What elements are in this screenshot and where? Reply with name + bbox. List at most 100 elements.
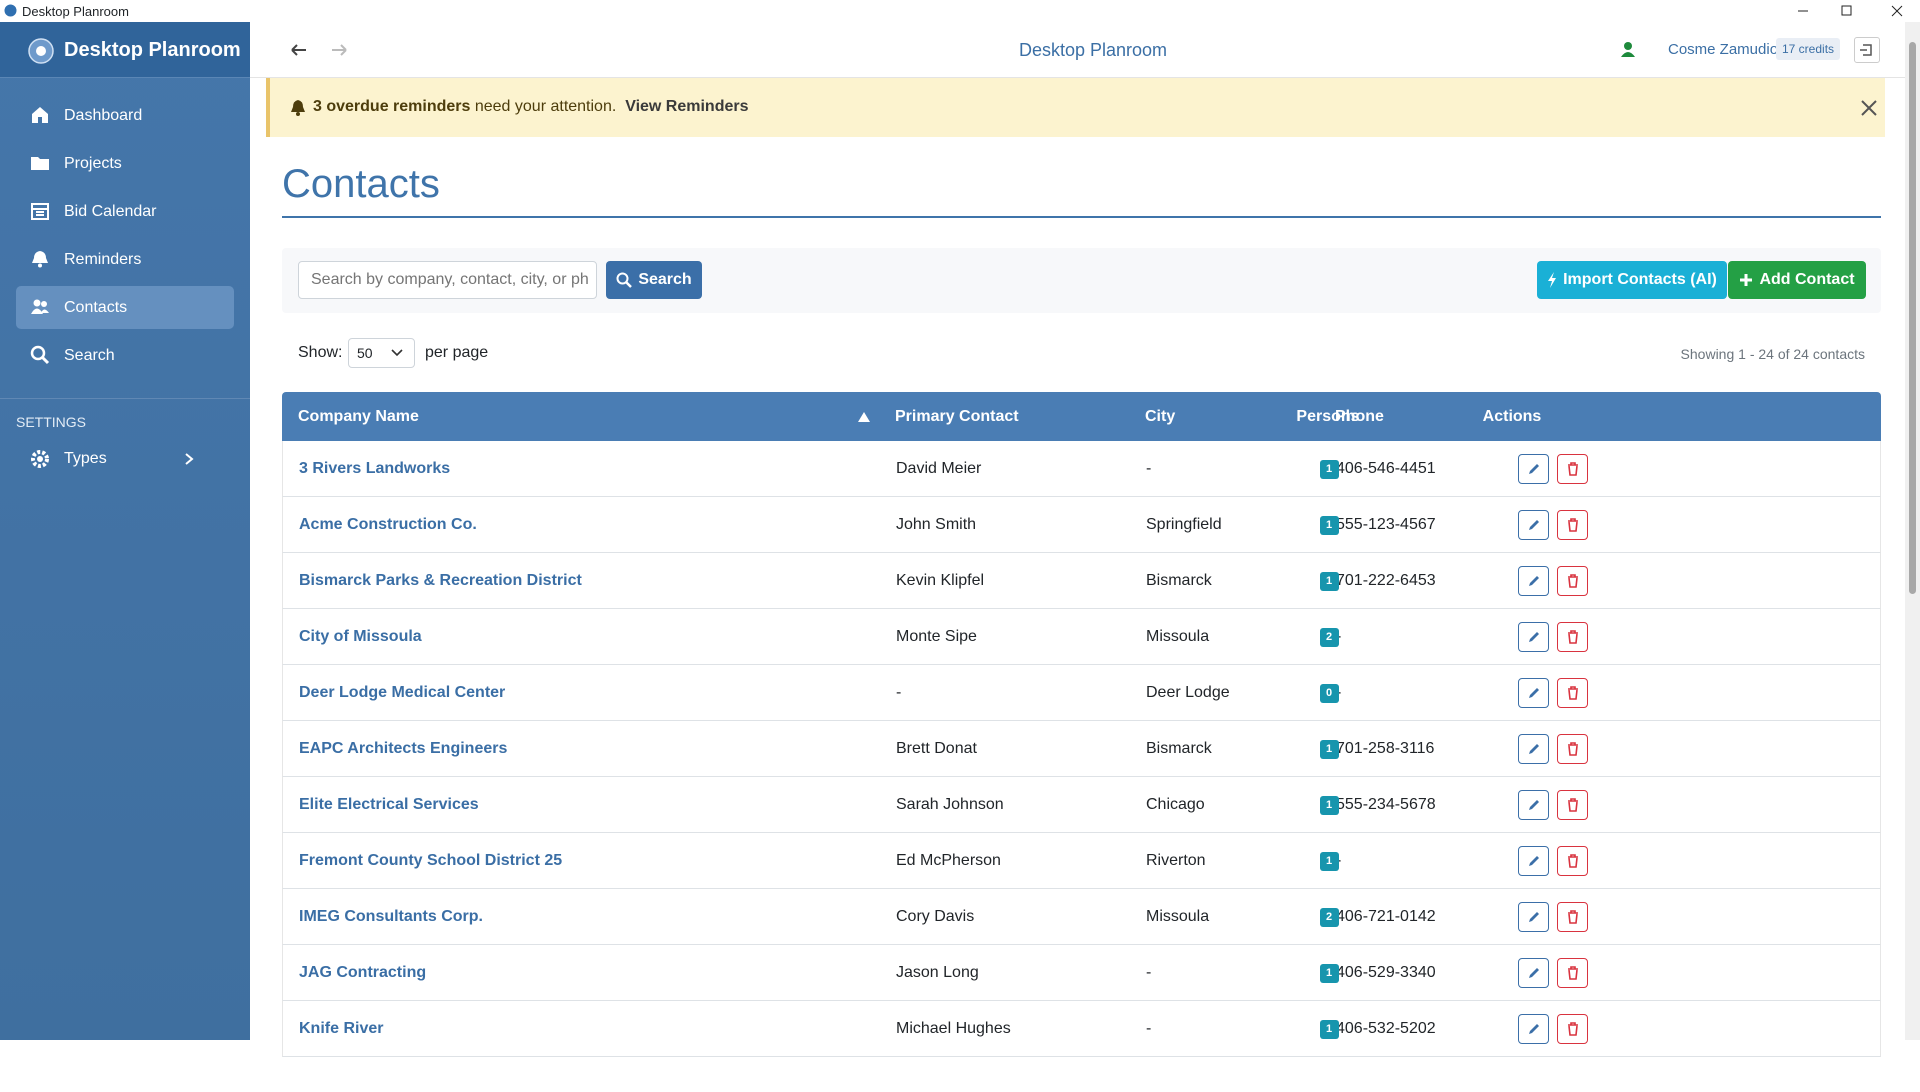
persons-cell: 2: [1283, 889, 1375, 945]
column-header[interactable]: City: [1145, 407, 1176, 425]
user-icon: [1621, 42, 1635, 57]
search-input[interactable]: Search by company, contact, city, or ph: [298, 261, 597, 299]
nav-icon: [31, 203, 49, 220]
table-row: Fremont County School District 25 Ed McPh…: [282, 833, 1881, 889]
nav-item[interactable]: Projects: [16, 142, 234, 185]
app-title: Desktop Planroom: [1018, 40, 1168, 60]
company-link[interactable]: EAPC Architects Engineers: [299, 740, 508, 757]
delete-button[interactable]: [1557, 902, 1588, 932]
search-icon: [616, 272, 633, 288]
nav-item[interactable]: Dashboard: [16, 94, 234, 137]
logout-button[interactable]: [1854, 37, 1880, 63]
company-link[interactable]: Deer Lodge Medical Center: [299, 684, 506, 701]
column-header[interactable]: Phone: [1335, 407, 1384, 425]
alert-count: 3 overdue reminders: [313, 98, 471, 115]
table-row: EAPC Architects Engineers Brett Donat Bism…: [282, 721, 1881, 777]
alert: 3 overdue reminders need your attention.…: [266, 78, 1885, 137]
nav-label: Bid Calendar: [64, 202, 157, 220]
user-name[interactable]: Cosme Zamudio: [1668, 41, 1779, 58]
delete-button[interactable]: [1557, 566, 1588, 596]
company-link[interactable]: Fremont County School District 25: [299, 852, 563, 869]
edit-button[interactable]: [1518, 790, 1549, 820]
add-button[interactable]: Add Contact: [1728, 261, 1866, 299]
edit-button[interactable]: [1518, 846, 1549, 876]
delete-button[interactable]: [1557, 510, 1588, 540]
search-button[interactable]: Search: [606, 261, 702, 299]
table-row: Knife River Michael Hughes - 406-532-5202 1: [282, 1001, 1881, 1057]
per-page-select[interactable]: 50: [348, 338, 415, 368]
company-link[interactable]: IMEG Consultants Corp.: [299, 908, 483, 925]
nav-item[interactable]: Bid Calendar: [16, 190, 234, 233]
edit-button[interactable]: [1518, 678, 1549, 708]
nav-item[interactable]: Reminders: [16, 238, 234, 281]
persons-cell: 1: [1283, 945, 1375, 1001]
delete-button[interactable]: [1557, 454, 1588, 484]
edit-button[interactable]: [1518, 510, 1549, 540]
phone: 406-546-4451: [1336, 460, 1436, 477]
alert-text: 3 overdue reminders need your attention.…: [313, 98, 749, 116]
table-row: JAG Contracting Jason Long - 406-529-3340 1: [282, 945, 1881, 1001]
city: Deer Lodge: [1146, 684, 1230, 701]
delete-button[interactable]: [1557, 846, 1588, 876]
delete-button[interactable]: [1557, 734, 1588, 764]
edit-button[interactable]: [1518, 566, 1549, 596]
history-nav[interactable]: [290, 42, 350, 58]
city: Missoula: [1146, 908, 1210, 925]
company-link[interactable]: 3 Rivers Landworks: [299, 460, 451, 477]
column-header[interactable]: Company Name: [298, 407, 419, 425]
persons-badge: 1: [1319, 739, 1339, 759]
nav-label: Contacts: [64, 298, 128, 316]
brand-icon: [28, 38, 54, 64]
edit-button[interactable]: [1518, 454, 1549, 484]
nav-label: Search: [64, 346, 115, 364]
edit-button[interactable]: [1518, 958, 1549, 988]
trash-icon: [1567, 574, 1578, 588]
company-link[interactable]: Knife River: [299, 1020, 384, 1037]
persons-badge: 1: [1319, 515, 1339, 535]
delete-button[interactable]: [1557, 790, 1588, 820]
primary-contact: Brett Donat: [896, 740, 977, 757]
company-link[interactable]: City of Missoula: [299, 628, 422, 645]
table-row: Bismarck Parks & Recreation District Kevi…: [282, 553, 1881, 609]
delete-button[interactable]: [1557, 678, 1588, 708]
company-link[interactable]: JAG Contracting: [299, 964, 427, 981]
add-button-label: Add Contact: [1759, 271, 1855, 288]
edit-button[interactable]: [1518, 734, 1549, 764]
edit-button[interactable]: [1518, 622, 1549, 652]
phone: 406-529-3340: [1336, 964, 1436, 981]
persons-badge: 1: [1319, 963, 1339, 983]
edit-button[interactable]: [1518, 902, 1549, 932]
trash-icon: [1567, 630, 1578, 644]
delete-button[interactable]: [1557, 1014, 1588, 1044]
edit-button[interactable]: [1518, 1014, 1549, 1044]
heading-rule: [282, 216, 1881, 218]
brand[interactable]: Desktop Planroom: [0, 22, 250, 78]
column-header[interactable]: Persons: [1296, 407, 1360, 425]
delete-button[interactable]: [1557, 622, 1588, 652]
company-link[interactable]: Elite Electrical Services: [299, 796, 479, 813]
persons-cell: 1: [1283, 497, 1375, 553]
window-controls[interactable]: [1790, 2, 1915, 20]
alert-close[interactable]: [1860, 99, 1878, 117]
phone: -: [1336, 852, 1342, 869]
persons-badge: 2: [1319, 907, 1339, 927]
company-link[interactable]: Acme Construction Co.: [299, 516, 477, 533]
select-caret: [391, 349, 403, 357]
top-bar: Desktop Planroom Cosme Zamudio 17 credit…: [250, 22, 1905, 78]
alert-link[interactable]: View Reminders: [625, 98, 749, 115]
persons-cell: 1: [1283, 553, 1375, 609]
pencil-icon: [1528, 1024, 1539, 1034]
nav-icon: [31, 157, 49, 170]
nav-item[interactable]: Contacts: [16, 286, 234, 329]
persons-cell: 1: [1283, 1001, 1375, 1057]
nav-item[interactable]: Search: [16, 334, 234, 377]
delete-button[interactable]: [1557, 958, 1588, 988]
nav-label: Projects: [64, 154, 122, 172]
settings-item[interactable]: Types: [16, 437, 234, 480]
scroll-thumb[interactable]: [1909, 42, 1916, 594]
column-header[interactable]: Primary Contact: [895, 407, 1019, 425]
import-button[interactable]: Import Contacts (AI): [1537, 261, 1727, 299]
company-link[interactable]: Bismarck Parks & Recreation District: [299, 572, 582, 589]
per-page-label: per page: [425, 344, 489, 361]
table-row: Acme Construction Co. John Smith Springfie…: [282, 497, 1881, 553]
